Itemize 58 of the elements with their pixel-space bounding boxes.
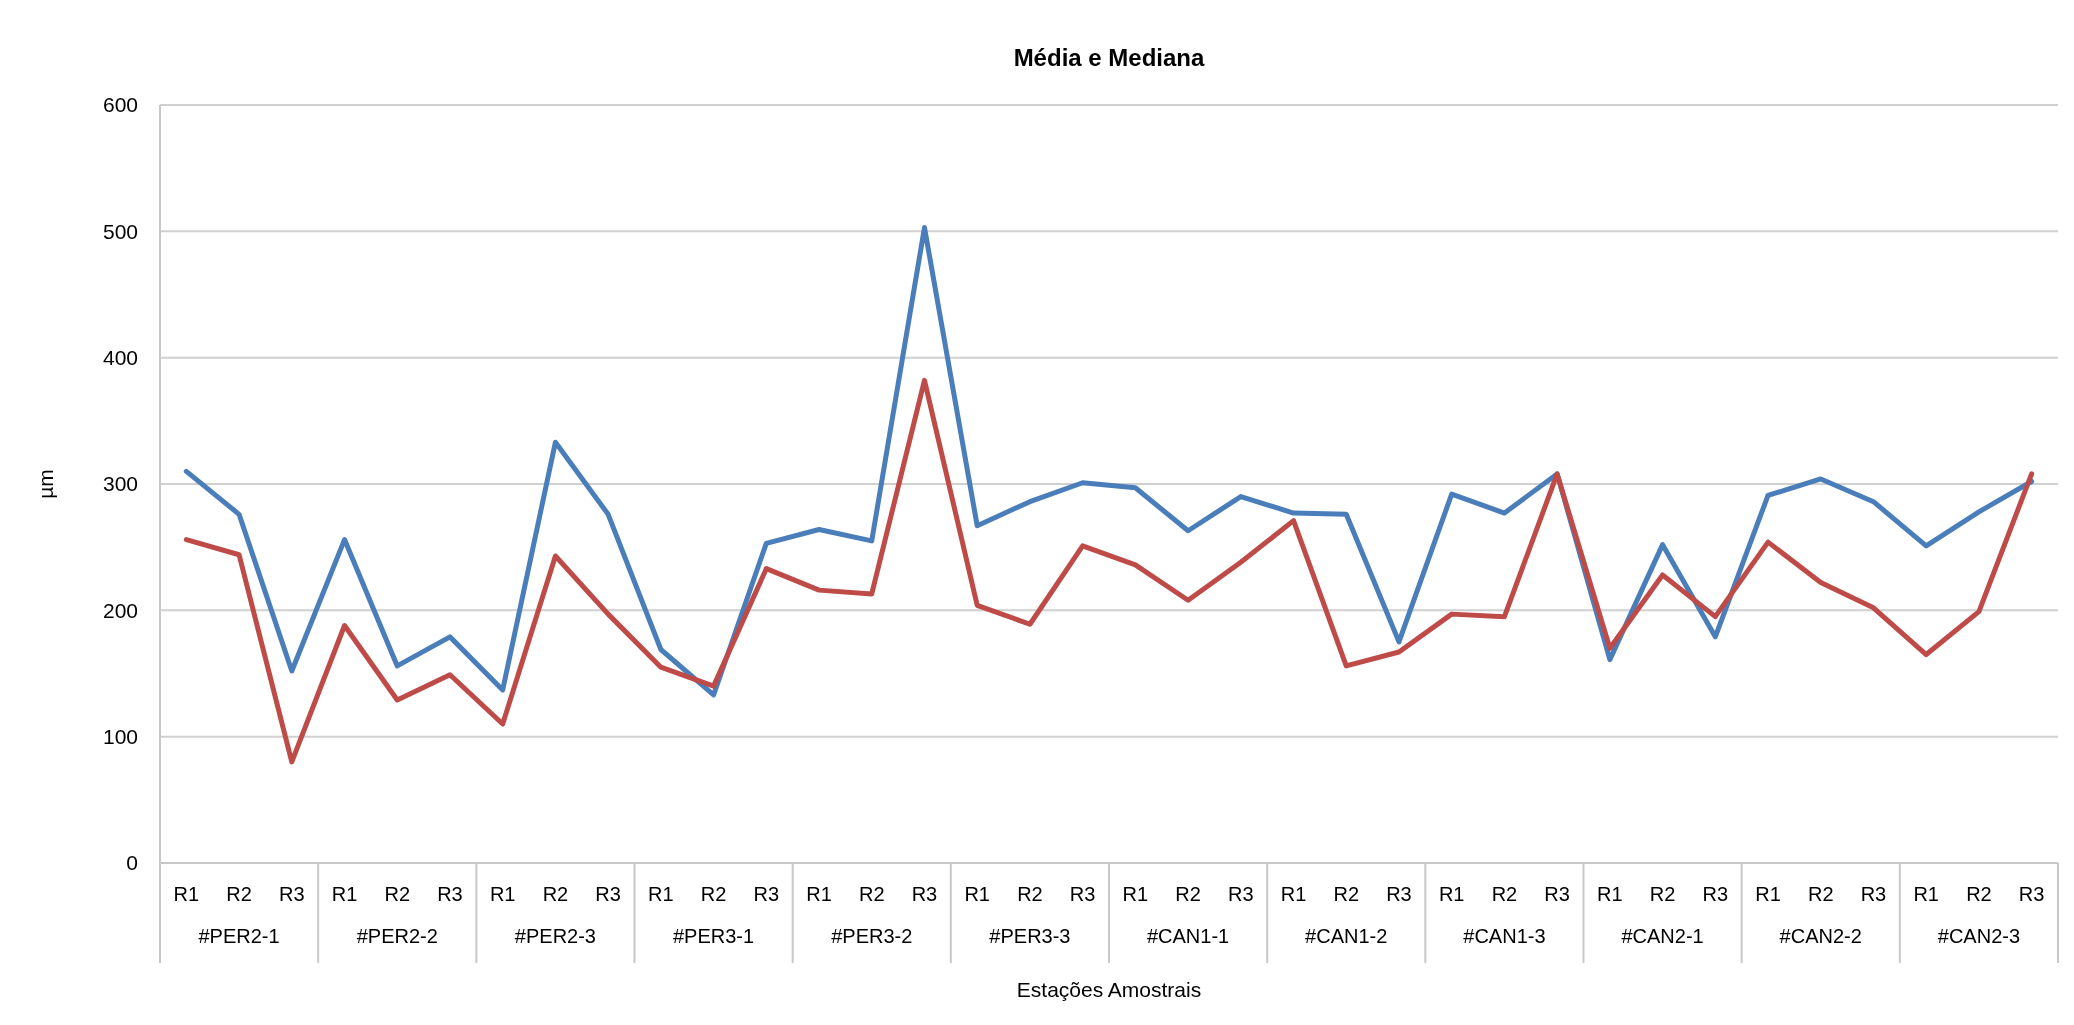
- x-tick-label: R1: [173, 883, 200, 905]
- x-tick-label: R1: [331, 883, 358, 905]
- text: #PER3-1: [673, 925, 755, 947]
- y-tick-label: 300: [102, 472, 138, 496]
- x-tick-label: R3: [1702, 883, 1729, 905]
- x-tick-label: R2: [384, 883, 411, 905]
- x-tick-label: R1: [1438, 883, 1465, 905]
- y-tick-label: 400: [102, 346, 138, 370]
- text: #PER2-2: [356, 925, 438, 947]
- x-tick-label: R2: [1807, 883, 1834, 905]
- text: #CAN2-3: [1937, 925, 2021, 947]
- x-tick-label: R3: [279, 883, 305, 905]
- x-axis-title: Estações Amostrais: [1016, 978, 1202, 1001]
- text: #PER3-2: [831, 925, 913, 947]
- y-tick-label: 200: [102, 598, 138, 622]
- x-tick-label: R3: [1228, 883, 1254, 905]
- chart-title: Média e Mediana: [1013, 44, 1206, 71]
- x-tick-label: R2: [1333, 883, 1360, 905]
- text: #PER2-1: [198, 925, 280, 947]
- x-tick-label: R3: [1386, 883, 1412, 905]
- y-tick-label: 0: [126, 851, 138, 875]
- y-tick-label: 100: [102, 725, 138, 749]
- text: #CAN1-2: [1305, 925, 1388, 947]
- x-tick-label: R2: [1017, 883, 1043, 905]
- x-tick-label: R1: [1755, 883, 1781, 905]
- x-tick-label: R3: [1544, 883, 1570, 905]
- x-tick-label: R3: [1069, 883, 1096, 905]
- x-tick-label: R2: [1966, 883, 1992, 905]
- text: #CAN2-1: [1621, 925, 1704, 947]
- x-tick-label: R1: [1913, 883, 1939, 905]
- x-tick-label: R2: [226, 883, 252, 905]
- x-tick-label: R1: [964, 883, 990, 905]
- text: #CAN1-1: [1146, 925, 1230, 947]
- text: #PER3-3: [989, 925, 1071, 947]
- x-tick-label: R1: [1597, 883, 1623, 905]
- x-tick-label: R2: [1175, 883, 1201, 905]
- x-tick-label: R3: [911, 883, 938, 905]
- x-tick-label: R1: [648, 883, 674, 905]
- x-tick-label: R3: [753, 883, 780, 905]
- x-tick-label: R3: [595, 883, 621, 905]
- x-tick-label: R2: [542, 883, 569, 905]
- x-tick-label: R1: [806, 883, 832, 905]
- x-tick-label: R2: [1649, 883, 1676, 905]
- x-tick-label: R2: [858, 883, 885, 905]
- x-tick-label: R3: [437, 883, 463, 905]
- y-tick-label: 600: [102, 93, 138, 117]
- x-tick-label: R1: [1122, 883, 1149, 905]
- x-tick-label: R2: [700, 883, 727, 905]
- y-axis-title: µm: [34, 469, 57, 499]
- x-tick-label: R2: [1491, 883, 1518, 905]
- x-tick-label: R3: [1860, 883, 1887, 905]
- x-tick-label: R3: [2018, 883, 2045, 905]
- x-tick-label: R1: [489, 883, 516, 905]
- text: #CAN1-3: [1463, 925, 1546, 947]
- y-tick-label: 500: [102, 219, 138, 243]
- text: #PER2-3: [514, 925, 596, 947]
- text: #CAN2-2: [1779, 925, 1862, 947]
- x-tick-label: R1: [1280, 883, 1307, 905]
